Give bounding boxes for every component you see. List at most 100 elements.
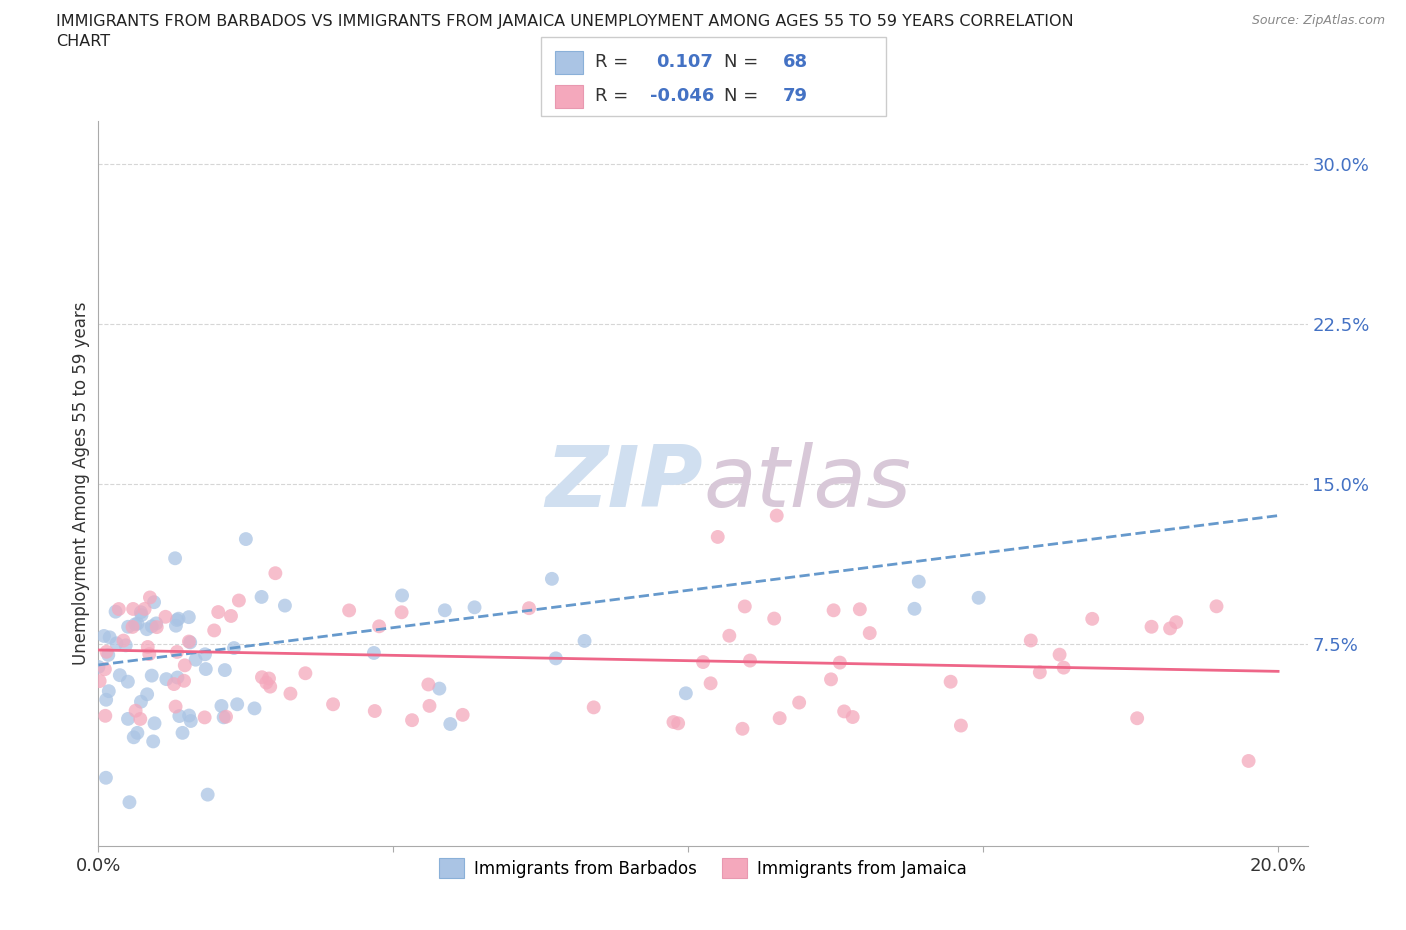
Point [219, 608, 242, 623]
Point [129, 711, 152, 726]
Point [118, 795, 141, 810]
Point [121, 619, 143, 634]
Point [1140, 619, 1163, 634]
Point [108, 668, 131, 683]
Point [769, 711, 792, 725]
Point [114, 638, 136, 653]
Point [165, 618, 187, 633]
Point [117, 711, 139, 726]
Point [699, 676, 721, 691]
Point [765, 508, 787, 523]
Point [98, 630, 121, 644]
Point [949, 718, 972, 733]
Point [177, 634, 200, 649]
Point [143, 716, 166, 731]
Point [105, 636, 128, 651]
Text: N =: N = [724, 87, 763, 105]
Point [582, 700, 605, 715]
Point [259, 679, 281, 694]
Point [433, 603, 456, 618]
Point [87, 659, 110, 674]
Point [418, 698, 440, 713]
Point [903, 602, 925, 617]
Point [138, 646, 160, 661]
Point [202, 623, 225, 638]
Point [849, 602, 872, 617]
Point [254, 675, 277, 690]
Point [214, 663, 236, 678]
Point [139, 590, 162, 604]
Point [718, 629, 741, 644]
Point [226, 697, 249, 711]
Point [734, 599, 756, 614]
Point [574, 633, 596, 648]
Point [1081, 611, 1104, 626]
Point [666, 716, 689, 731]
Point [859, 626, 882, 641]
Point [127, 617, 149, 631]
Point [180, 713, 202, 728]
Point [391, 604, 413, 619]
Point [235, 532, 257, 547]
Point [136, 640, 159, 655]
Point [177, 708, 200, 723]
Point [544, 651, 567, 666]
Point [363, 645, 385, 660]
Point [94, 770, 117, 785]
Point [194, 647, 217, 662]
Point [127, 725, 149, 740]
Point [177, 610, 200, 625]
Point [141, 668, 163, 683]
Point [1159, 621, 1181, 636]
Point [93, 629, 115, 644]
Point [731, 722, 754, 737]
Point [391, 588, 413, 603]
Point [136, 687, 159, 702]
Point [1237, 753, 1260, 768]
Text: 68: 68 [783, 54, 808, 72]
Point [129, 695, 152, 710]
Point [787, 695, 810, 710]
Point [212, 710, 235, 724]
Point [97, 684, 120, 698]
Point [939, 674, 962, 689]
Point [173, 658, 195, 672]
Point [145, 619, 167, 634]
Point [96, 644, 118, 659]
Point [122, 602, 145, 617]
Point [763, 611, 786, 626]
Point [464, 600, 486, 615]
Point [155, 671, 177, 686]
Point [692, 655, 714, 670]
Point [134, 602, 156, 617]
Point [439, 717, 461, 732]
Point [427, 681, 450, 696]
Point [122, 730, 145, 745]
Point [141, 618, 163, 633]
Point [165, 551, 187, 565]
Point [418, 677, 440, 692]
Text: Source: ZipAtlas.com: Source: ZipAtlas.com [1251, 14, 1385, 27]
Point [832, 704, 855, 719]
Point [167, 611, 190, 626]
Point [165, 699, 187, 714]
Point [222, 641, 245, 656]
Point [215, 710, 238, 724]
Point [131, 607, 153, 622]
Point [96, 692, 118, 707]
Point [823, 603, 845, 618]
Text: N =: N = [724, 54, 763, 72]
Point [967, 591, 990, 605]
Point [135, 622, 157, 637]
Point [94, 709, 117, 724]
Text: R =: R = [595, 87, 634, 105]
Point [172, 725, 194, 740]
Text: IMMIGRANTS FROM BARBADOS VS IMMIGRANTS FROM JAMAICA UNEMPLOYMENT AMONG AGES 55 T: IMMIGRANTS FROM BARBADOS VS IMMIGRANTS F… [56, 14, 1074, 48]
Point [294, 666, 316, 681]
Point [1166, 615, 1188, 630]
Point [1029, 665, 1052, 680]
Point [451, 708, 474, 723]
Point [145, 616, 167, 631]
Point [166, 613, 188, 628]
Point [112, 633, 135, 648]
